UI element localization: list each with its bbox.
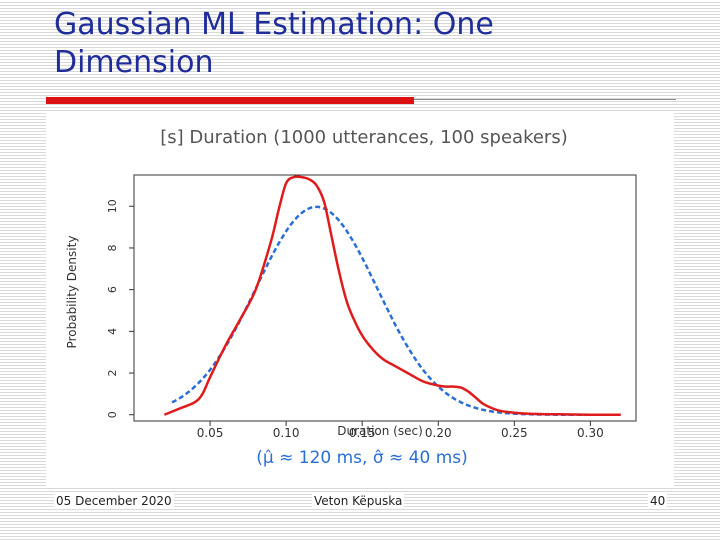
title-accent-bar (46, 97, 414, 104)
chart-title: [s] Duration (1000 utterances, 100 speak… (160, 127, 567, 148)
y-tick-label: 6 (106, 286, 119, 293)
gaussian-fit-curve (171, 205, 591, 416)
y-tick-label: 8 (106, 244, 119, 251)
slide-title-line-2: Dimension (54, 45, 214, 80)
x-tick-label: 0.15 (349, 426, 376, 440)
empirical-density-curve (163, 175, 621, 416)
footer-page-number: 40 (648, 494, 668, 508)
y-axis-label: Probability Density (65, 236, 79, 349)
x-tick-label: 0.30 (577, 426, 604, 440)
x-tick-label: 0.20 (425, 426, 452, 440)
y-tick-label: 0 (106, 411, 119, 418)
footer-date: 05 December 2020 (54, 494, 174, 508)
y-tick-label: 10 (106, 199, 119, 213)
x-tick-label: 0.05 (197, 426, 224, 440)
y-tick-label: 4 (106, 328, 119, 335)
plot-frame (133, 174, 637, 422)
axis-ticks: 0.05 0.10 0.15 0.20 0.25 0.30 0 2 4 6 8 10 (106, 199, 604, 440)
estimate-caption: (μ̂ ≈ 120 ms, σ̂ ≈ 40 ms) (256, 448, 468, 468)
slide-title: Gaussian ML Estimation: One Dimension (54, 6, 654, 82)
footer-author: Veton Këpuska (312, 494, 405, 508)
duration-density-chart: [s] Duration (1000 utterances, 100 speak… (65, 127, 637, 468)
y-tick-label: 2 (106, 370, 119, 377)
x-tick-label: 0.25 (501, 426, 528, 440)
x-axis-label: Duration (sec) (337, 424, 423, 438)
slide-title-line-1: Gaussian ML Estimation: One (54, 7, 494, 42)
x-tick-label: 0.10 (273, 426, 300, 440)
title-divider-line (414, 99, 676, 100)
duration-density-figure: [s] Duration (1000 utterances, 100 speak… (46, 112, 674, 488)
